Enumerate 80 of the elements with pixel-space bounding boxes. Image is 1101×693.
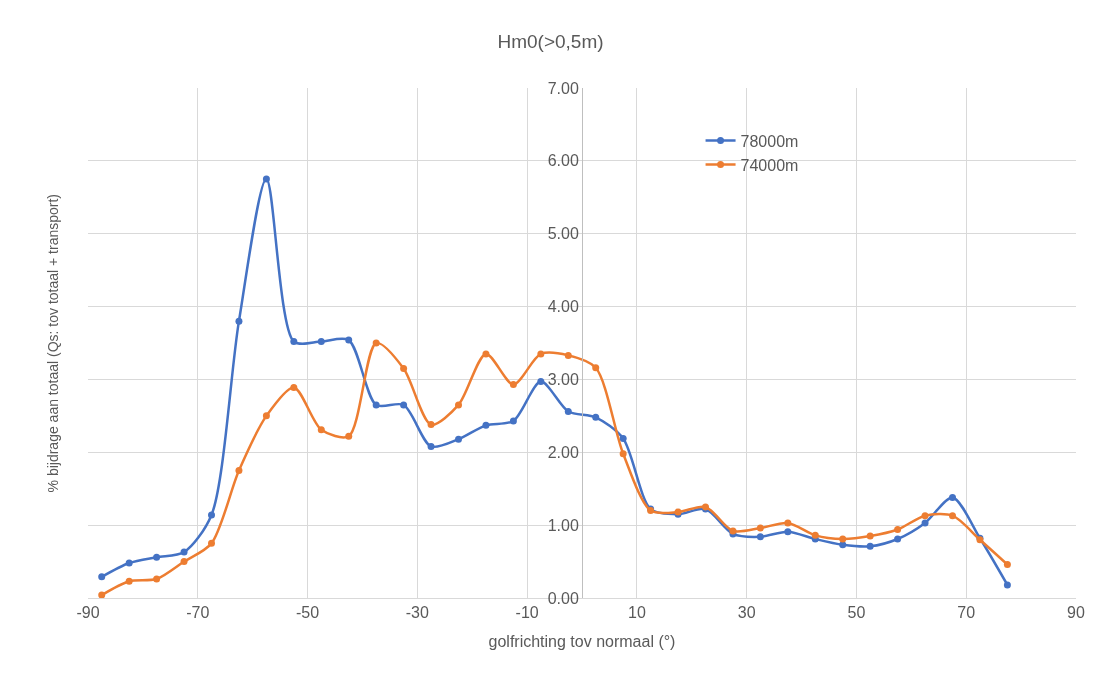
point	[811, 531, 819, 539]
point	[949, 512, 956, 520]
chart-title: Hm0(>0,5m)	[497, 30, 604, 52]
x-axis-title: golfrichting tov normaal (°)	[488, 632, 676, 650]
point	[262, 175, 270, 183]
point	[509, 381, 517, 389]
point	[290, 383, 298, 391]
x-tick-label: 30	[737, 604, 756, 622]
point	[153, 575, 161, 583]
x-tick-label: 10	[627, 604, 646, 622]
point	[1003, 581, 1011, 589]
x-tick-label: 70	[957, 604, 976, 622]
point	[345, 432, 353, 440]
y-tick-label: 4.00	[547, 298, 579, 316]
point	[509, 417, 517, 425]
y-tick-label: 1.00	[547, 516, 579, 534]
point	[839, 541, 847, 549]
point	[894, 526, 902, 534]
point	[784, 519, 792, 527]
point	[455, 401, 462, 409]
point	[180, 558, 188, 566]
point	[372, 401, 380, 409]
point	[784, 528, 792, 536]
point	[537, 378, 545, 386]
point	[427, 442, 435, 450]
y-tick-label: 0.00	[547, 589, 579, 607]
point	[400, 401, 408, 409]
point	[619, 434, 627, 442]
point	[98, 573, 106, 581]
point	[756, 533, 764, 541]
point	[1003, 560, 1011, 568]
point	[262, 412, 270, 420]
y-tick-label: 5.00	[547, 225, 579, 243]
point	[592, 413, 600, 421]
point	[455, 435, 462, 443]
point	[372, 339, 380, 347]
x-tick-label: -90	[76, 604, 100, 622]
x-tick-label: -10	[515, 604, 539, 622]
y-axis-title: % bijdrage aan totaal (Qs: tov totaal + transport)	[45, 193, 62, 493]
point	[756, 524, 764, 532]
point	[208, 539, 215, 547]
point	[866, 532, 874, 540]
point	[537, 350, 545, 358]
point	[98, 591, 106, 598]
legend-label: 74000m	[740, 156, 799, 174]
y-tick-label: 3.00	[547, 371, 579, 389]
point	[125, 577, 133, 585]
point	[153, 553, 161, 561]
y-tick-label: 7.00	[547, 79, 579, 97]
point	[208, 511, 215, 519]
point	[564, 407, 572, 415]
x-tick-label: -30	[405, 604, 429, 622]
point	[427, 421, 435, 429]
x-tick-label: -50	[296, 604, 320, 622]
x-tick-label: 50	[847, 604, 866, 622]
point	[482, 350, 490, 358]
point	[317, 426, 325, 434]
point	[949, 493, 956, 501]
point	[619, 450, 627, 458]
x-tick-label: -70	[186, 604, 210, 622]
point	[894, 535, 902, 543]
point	[180, 548, 188, 556]
y-tick-label: 6.00	[547, 152, 579, 170]
y-tick-label: 2.00	[547, 443, 579, 461]
point	[345, 336, 353, 344]
point	[235, 317, 243, 325]
point	[592, 364, 600, 372]
point	[235, 467, 243, 474]
x-tick-label: 90	[1067, 604, 1085, 622]
point	[400, 365, 408, 372]
legend-label: 78000m	[740, 132, 799, 150]
point	[921, 519, 929, 527]
point	[921, 512, 929, 520]
point	[564, 351, 572, 359]
point	[482, 421, 490, 429]
point	[125, 559, 133, 567]
point	[317, 338, 325, 346]
point	[866, 542, 874, 550]
point	[290, 338, 298, 346]
point	[839, 535, 847, 543]
